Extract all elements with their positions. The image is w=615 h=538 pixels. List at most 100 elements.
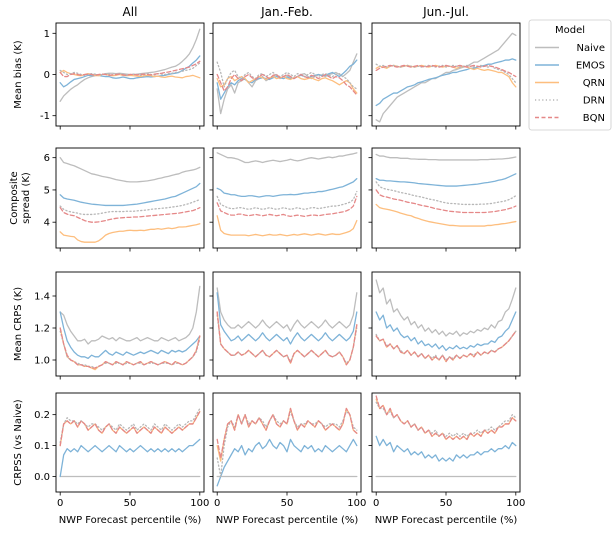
panel-series-group xyxy=(375,395,517,478)
series-line-naive xyxy=(59,285,201,345)
y-tick-label: 6 xyxy=(44,153,50,164)
panel-frame xyxy=(371,271,521,377)
series-line-bqn xyxy=(216,73,358,96)
legend-label-drn: DRN xyxy=(583,96,605,107)
series-line-bqn xyxy=(375,189,517,214)
series-line-emos xyxy=(216,292,358,345)
x-tick-label: 100 xyxy=(506,498,525,509)
panel-series-group xyxy=(59,285,201,371)
series-line-emos xyxy=(59,311,201,360)
panel-series-group xyxy=(216,53,358,115)
legend-label-emos: EMOS xyxy=(576,61,605,72)
y-tick-label: 1.0 xyxy=(34,356,50,367)
x-axis-label: NWP Forecast percentile (%) xyxy=(59,515,202,526)
series-line-qrn xyxy=(59,223,201,243)
panel-frame xyxy=(212,22,362,127)
column-title: All xyxy=(123,5,138,19)
series-line-bqn xyxy=(216,195,358,218)
series-line-naive xyxy=(375,153,517,161)
x-axis-label: NWP Forecast percentile (%) xyxy=(375,515,518,526)
series-line-bqn xyxy=(59,207,201,223)
series-line-emos xyxy=(375,311,517,352)
y-tick-label: 0.2 xyxy=(34,410,50,421)
y-tick-label: 4 xyxy=(44,218,50,229)
series-line-bqn xyxy=(216,407,358,459)
series-line-naive xyxy=(216,287,358,332)
panel-series-group xyxy=(375,32,517,123)
series-line-naive xyxy=(375,32,517,123)
y-tick-label: 0.1 xyxy=(34,441,50,452)
legend-label-qrn: QRN xyxy=(583,78,605,89)
x-axis-label: NWP Forecast percentile (%) xyxy=(216,515,359,526)
series-line-drn xyxy=(59,330,201,369)
y-tick-label: 0.0 xyxy=(34,472,50,483)
legend-label-bqn: BQN xyxy=(583,113,605,124)
series-line-emos xyxy=(216,59,358,100)
series-line-naive xyxy=(216,53,358,115)
series-line-drn xyxy=(216,190,358,210)
series-line-naive xyxy=(59,28,201,102)
panel-frame xyxy=(55,271,205,377)
panel-series-group xyxy=(216,287,358,366)
x-tick-label: 50 xyxy=(440,498,453,509)
x-tick-label: 50 xyxy=(281,498,294,509)
series-line-naive xyxy=(59,157,201,183)
y-tick-label: 1.4 xyxy=(34,292,50,303)
series-line-bqn xyxy=(375,395,517,441)
series-line-bqn xyxy=(59,327,201,369)
x-tick-label: 100 xyxy=(347,498,366,509)
panel-frame xyxy=(371,392,521,493)
y-axis-label: Mean CRPS (K) xyxy=(13,287,24,361)
y-tick-label: -1 xyxy=(40,111,50,122)
panel-frame xyxy=(371,147,521,249)
series-line-qrn xyxy=(216,215,358,237)
x-tick-label: 100 xyxy=(190,498,209,509)
series-line-emos xyxy=(375,58,517,107)
panel-series-group xyxy=(375,279,517,363)
x-tick-label: 0 xyxy=(57,498,63,509)
series-line-bqn xyxy=(59,410,201,447)
panel-series-group xyxy=(216,407,358,487)
series-line-drn xyxy=(216,61,358,90)
y-tick-label: 1.2 xyxy=(34,324,50,335)
x-tick-label: 0 xyxy=(373,498,379,509)
series-line-qrn xyxy=(375,203,517,227)
series-line-bqn xyxy=(59,60,201,78)
series-line-emos xyxy=(216,438,358,487)
panel-frame xyxy=(212,271,362,377)
y-axis-label: spread (K) xyxy=(21,172,32,224)
legend-title: Model xyxy=(555,25,585,36)
panel-frame xyxy=(55,22,205,127)
series-line-emos xyxy=(59,55,201,88)
series-line-emos xyxy=(59,182,201,207)
panel-frame xyxy=(212,392,362,493)
panel-series-group xyxy=(59,157,201,243)
series-line-emos xyxy=(216,177,358,198)
series-line-emos xyxy=(59,438,201,478)
series-line-bqn xyxy=(375,64,517,78)
series-line-emos xyxy=(375,173,517,187)
y-axis-label: CRPSS (vs Naive) xyxy=(13,399,24,486)
series-line-qrn xyxy=(59,410,201,447)
panel-series-group xyxy=(216,152,358,237)
series-line-bqn xyxy=(375,330,517,363)
series-line-drn xyxy=(59,407,201,444)
series-line-emos xyxy=(375,435,517,462)
series-line-drn xyxy=(59,198,201,216)
series-line-drn xyxy=(375,63,517,84)
x-tick-label: 50 xyxy=(124,498,137,509)
panel-frame xyxy=(212,147,362,249)
series-line-bqn xyxy=(216,311,358,366)
column-title: Jan.-Feb. xyxy=(260,5,313,19)
panel-frame xyxy=(55,147,205,249)
legend-label-naive: Naive xyxy=(577,43,605,54)
y-tick-label: 0 xyxy=(44,70,50,81)
y-tick-label: 1 xyxy=(44,29,50,40)
x-tick-label: 0 xyxy=(214,498,220,509)
panel-series-group xyxy=(59,407,201,478)
y-tick-label: 5 xyxy=(44,185,50,196)
column-title: Jun.-Jul. xyxy=(422,5,469,19)
series-line-drn xyxy=(375,401,517,437)
y-axis-label: Mean bias (K) xyxy=(13,40,24,109)
